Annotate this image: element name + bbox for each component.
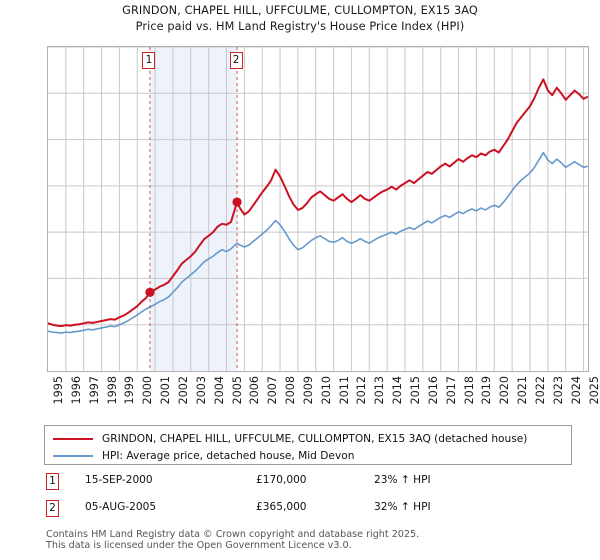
x-axis-tick-label: 2007: [266, 376, 280, 405]
x-axis-labels: 1995 1996 1997 1998 1999 2000 2001 2002 2003 2004…: [47, 374, 600, 422]
marker-point: [232, 197, 242, 207]
table-row[interactable]: 2 05-AUG-2005 £365,000 32% ↑ HPI: [44, 499, 572, 526]
x-axis-tick-label: 2024: [569, 376, 583, 405]
x-axis-tick-label: 2013: [373, 376, 387, 405]
x-axis-tick-label: 2000: [141, 376, 155, 405]
transaction-marker-1: 1: [46, 473, 59, 490]
chart-svg: [48, 47, 588, 371]
x-axis-tick-label: 2022: [533, 376, 547, 405]
x-axis-tick-label: 2010: [319, 376, 333, 405]
x-axis-tick-label: 2019: [480, 376, 494, 405]
chart-marker-flag-1[interactable]: 1: [142, 52, 156, 69]
x-axis-tick-label: 2017: [444, 376, 458, 405]
marker-point: [145, 287, 155, 297]
transaction-price-1: £170,000: [256, 474, 307, 486]
chart-marker-flag-2[interactable]: 2: [229, 52, 243, 69]
legend-label-price-paid: GRINDON, CHAPEL HILL, UFFCULME, CULLOMPT…: [102, 433, 528, 445]
transactions-table: 1 15-SEP-2000 £170,000 23% ↑ HPI 2 05-AU…: [44, 472, 572, 526]
footer-line-2: This data is licensed under the Open Gov…: [46, 540, 352, 552]
series-line-hpi: [48, 151, 588, 334]
highlight-band: [149, 47, 238, 371]
legend-swatch-hpi: [53, 455, 93, 457]
x-axis-tick-label: 2003: [194, 376, 208, 405]
x-axis-tick-label: 2025: [587, 376, 600, 405]
title-line-2: Price paid vs. HM Land Registry's House …: [135, 19, 465, 33]
x-axis-tick-label: 1996: [69, 376, 83, 405]
legend-label-hpi: HPI: Average price, detached house, Mid …: [102, 450, 355, 462]
series-line-price-paid: [48, 78, 588, 328]
transaction-hpi-1: 23% ↑ HPI: [374, 474, 431, 486]
x-axis-tick-label: 1995: [52, 376, 65, 405]
legend-item-price-paid: GRINDON, CHAPEL HILL, UFFCULME, CULLOMPT…: [53, 431, 563, 447]
x-axis-tick-label: 1999: [123, 376, 137, 405]
x-axis-tick-label: 2004: [212, 376, 226, 405]
footer-attribution: Contains HM Land Registry data © Crown c…: [46, 529, 586, 552]
page-title: GRINDON, CHAPEL HILL, UFFCULME, CULLOMPT…: [0, 3, 600, 34]
x-axis-tick-label: 2015: [409, 376, 423, 405]
transaction-date-1: 15-SEP-2000: [85, 474, 153, 486]
chart-legend: GRINDON, CHAPEL HILL, UFFCULME, CULLOMPT…: [44, 425, 572, 465]
x-axis-tick-label: 2002: [176, 376, 190, 405]
x-axis-tick-label: 2001: [159, 376, 173, 405]
x-axis-tick-label: 2006: [248, 376, 262, 405]
x-axis-tick-label: 2016: [426, 376, 440, 405]
footer-line-1: Contains HM Land Registry data © Crown c…: [46, 529, 420, 540]
chart-plot-area: £0£100K£200K£300K£400K£500K£600K£700K: [47, 46, 589, 372]
x-axis-tick-label: 2023: [551, 376, 565, 405]
x-axis-tick-label: 2012: [355, 376, 369, 405]
x-axis-tick-label: 1997: [87, 376, 101, 405]
transaction-date-2: 05-AUG-2005: [85, 501, 157, 513]
x-axis-tick-label: 1998: [105, 376, 119, 405]
legend-swatch-price-paid: [53, 438, 93, 440]
transaction-price-2: £365,000: [256, 501, 307, 513]
x-axis-tick-label: 2009: [301, 376, 315, 405]
x-axis-tick-label: 2011: [337, 376, 351, 405]
x-axis-tick-label: 2008: [284, 376, 298, 405]
x-axis-tick-label: 2021: [516, 376, 530, 405]
transaction-marker-2: 2: [46, 500, 59, 517]
x-axis-tick-label: 2005: [230, 376, 244, 405]
table-row[interactable]: 1 15-SEP-2000 £170,000 23% ↑ HPI: [44, 472, 572, 499]
title-line-1: GRINDON, CHAPEL HILL, UFFCULME, CULLOMPT…: [122, 4, 478, 17]
legend-item-hpi: HPI: Average price, detached house, Mid …: [53, 448, 563, 464]
transaction-hpi-2: 32% ↑ HPI: [374, 501, 431, 513]
x-axis-tick-label: 2018: [462, 376, 476, 405]
x-axis-tick-label: 2014: [391, 376, 405, 405]
x-axis-tick-label: 2020: [498, 376, 512, 405]
